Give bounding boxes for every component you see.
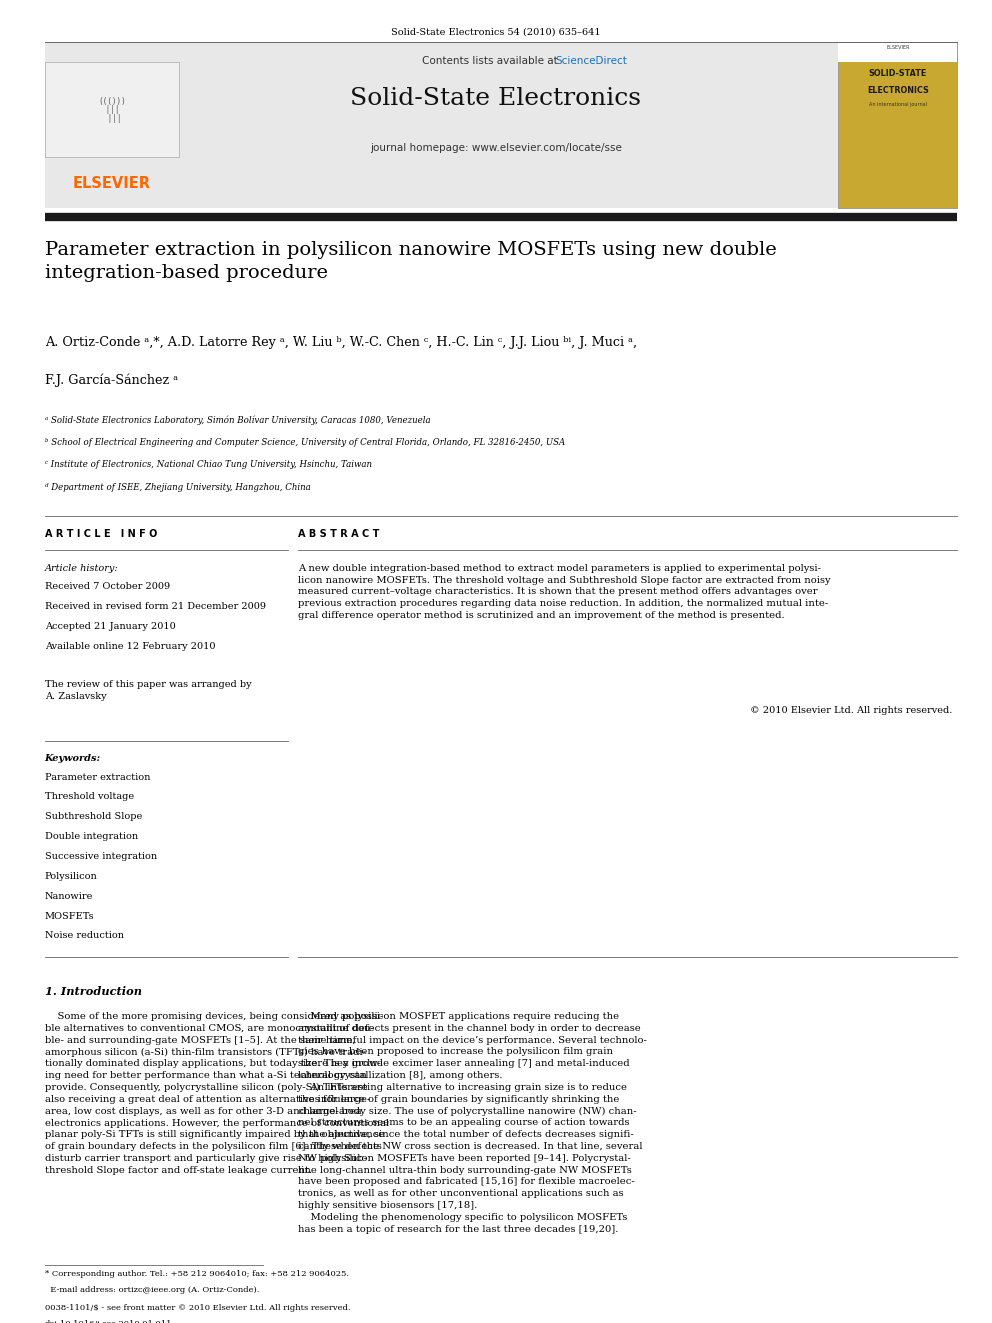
- Text: A B S T R A C T: A B S T R A C T: [298, 529, 379, 540]
- Text: A new double integration-based method to extract model parameters is applied to : A new double integration-based method to…: [298, 564, 830, 620]
- Text: Solid-State Electronics: Solid-State Electronics: [350, 87, 642, 110]
- Text: Nanowire: Nanowire: [45, 892, 93, 901]
- Text: Keywords:: Keywords:: [45, 754, 101, 763]
- Text: A. Ortiz-Conde ᵃ,*, A.D. Latorre Rey ᵃ, W. Liu ᵇ, W.-C. Chen ᶜ, H.-C. Lin ᶜ, J.J: A. Ortiz-Conde ᵃ,*, A.D. Latorre Rey ᵃ, …: [45, 336, 637, 349]
- Text: Parameter extraction in polysilicon nanowire MOSFETs using new double
integratio: Parameter extraction in polysilicon nano…: [45, 241, 777, 282]
- Text: ELECTRONICS: ELECTRONICS: [867, 86, 929, 95]
- Text: © 2010 Elsevier Ltd. All rights reserved.: © 2010 Elsevier Ltd. All rights reserved…: [750, 706, 952, 716]
- Text: Double integration: Double integration: [45, 832, 138, 841]
- Text: An international journal: An international journal: [869, 102, 927, 107]
- Text: 0038-1101/$ - see front matter © 2010 Elsevier Ltd. All rights reserved.: 0038-1101/$ - see front matter © 2010 El…: [45, 1304, 350, 1312]
- Text: doi:10.1016/j.sse.2010.01.011: doi:10.1016/j.sse.2010.01.011: [45, 1320, 173, 1323]
- FancyBboxPatch shape: [838, 42, 957, 62]
- Text: The review of this paper was arranged by
A. Zaslavsky: The review of this paper was arranged by…: [45, 680, 251, 701]
- Text: 1. Introduction: 1. Introduction: [45, 986, 142, 996]
- Text: MOSFETs: MOSFETs: [45, 912, 94, 921]
- Text: ᵃ Solid-State Electronics Laboratory, Simón Bolívar University, Caracas 1080, Ve: ᵃ Solid-State Electronics Laboratory, Si…: [45, 415, 431, 425]
- Text: Noise reduction: Noise reduction: [45, 931, 124, 941]
- Text: Polysilicon: Polysilicon: [45, 872, 97, 881]
- Text: ᵇ School of Electrical Engineering and Computer Science, University of Central F: ᵇ School of Electrical Engineering and C…: [45, 438, 564, 447]
- FancyBboxPatch shape: [45, 42, 957, 208]
- Text: ELSEVIER: ELSEVIER: [886, 45, 910, 50]
- FancyBboxPatch shape: [838, 42, 957, 208]
- Text: Many polysilicon MOSFET applications require reducing the
amount of defects pres: Many polysilicon MOSFET applications req…: [298, 1012, 647, 1233]
- Text: Some of the more promising devices, being considered as possi-
ble alternatives : Some of the more promising devices, bein…: [45, 1012, 389, 1175]
- Text: Successive integration: Successive integration: [45, 852, 157, 861]
- Text: * Corresponding author. Tel.: +58 212 9064010; fax: +58 212 9064025.: * Corresponding author. Tel.: +58 212 90…: [45, 1270, 348, 1278]
- Text: Accepted 21 January 2010: Accepted 21 January 2010: [45, 622, 176, 631]
- Text: journal homepage: www.elsevier.com/locate/sse: journal homepage: www.elsevier.com/locat…: [370, 143, 622, 153]
- Text: Article history:: Article history:: [45, 564, 118, 573]
- Text: Subthreshold Slope: Subthreshold Slope: [45, 812, 142, 822]
- Text: Parameter extraction: Parameter extraction: [45, 773, 150, 782]
- Text: Received in revised form 21 December 2009: Received in revised form 21 December 200…: [45, 602, 266, 611]
- Text: ((()))
 ||| 
 |||: ((())) ||| |||: [98, 97, 126, 123]
- FancyBboxPatch shape: [45, 62, 179, 157]
- Text: ᵈ Department of ISEE, Zhejiang University, Hangzhou, China: ᵈ Department of ISEE, Zhejiang Universit…: [45, 483, 310, 492]
- Text: Solid-State Electronics 54 (2010) 635–641: Solid-State Electronics 54 (2010) 635–64…: [391, 28, 601, 37]
- Text: Available online 12 February 2010: Available online 12 February 2010: [45, 642, 215, 651]
- Text: A R T I C L E   I N F O: A R T I C L E I N F O: [45, 529, 157, 540]
- Text: E-mail address: ortizc@ieee.org (A. Ortiz-Conde).: E-mail address: ortizc@ieee.org (A. Orti…: [45, 1286, 259, 1294]
- Text: ELSEVIER: ELSEVIER: [73, 176, 151, 192]
- Text: ᶜ Institute of Electronics, National Chiao Tung University, Hsinchu, Taiwan: ᶜ Institute of Electronics, National Chi…: [45, 460, 372, 470]
- Text: Threshold voltage: Threshold voltage: [45, 792, 134, 802]
- Text: Contents lists available at: Contents lists available at: [422, 56, 560, 66]
- Text: Received 7 October 2009: Received 7 October 2009: [45, 582, 170, 591]
- Text: F.J. García-Sánchez ᵃ: F.J. García-Sánchez ᵃ: [45, 373, 178, 386]
- Text: SOLID-STATE: SOLID-STATE: [869, 69, 927, 78]
- Text: ScienceDirect: ScienceDirect: [556, 56, 627, 66]
